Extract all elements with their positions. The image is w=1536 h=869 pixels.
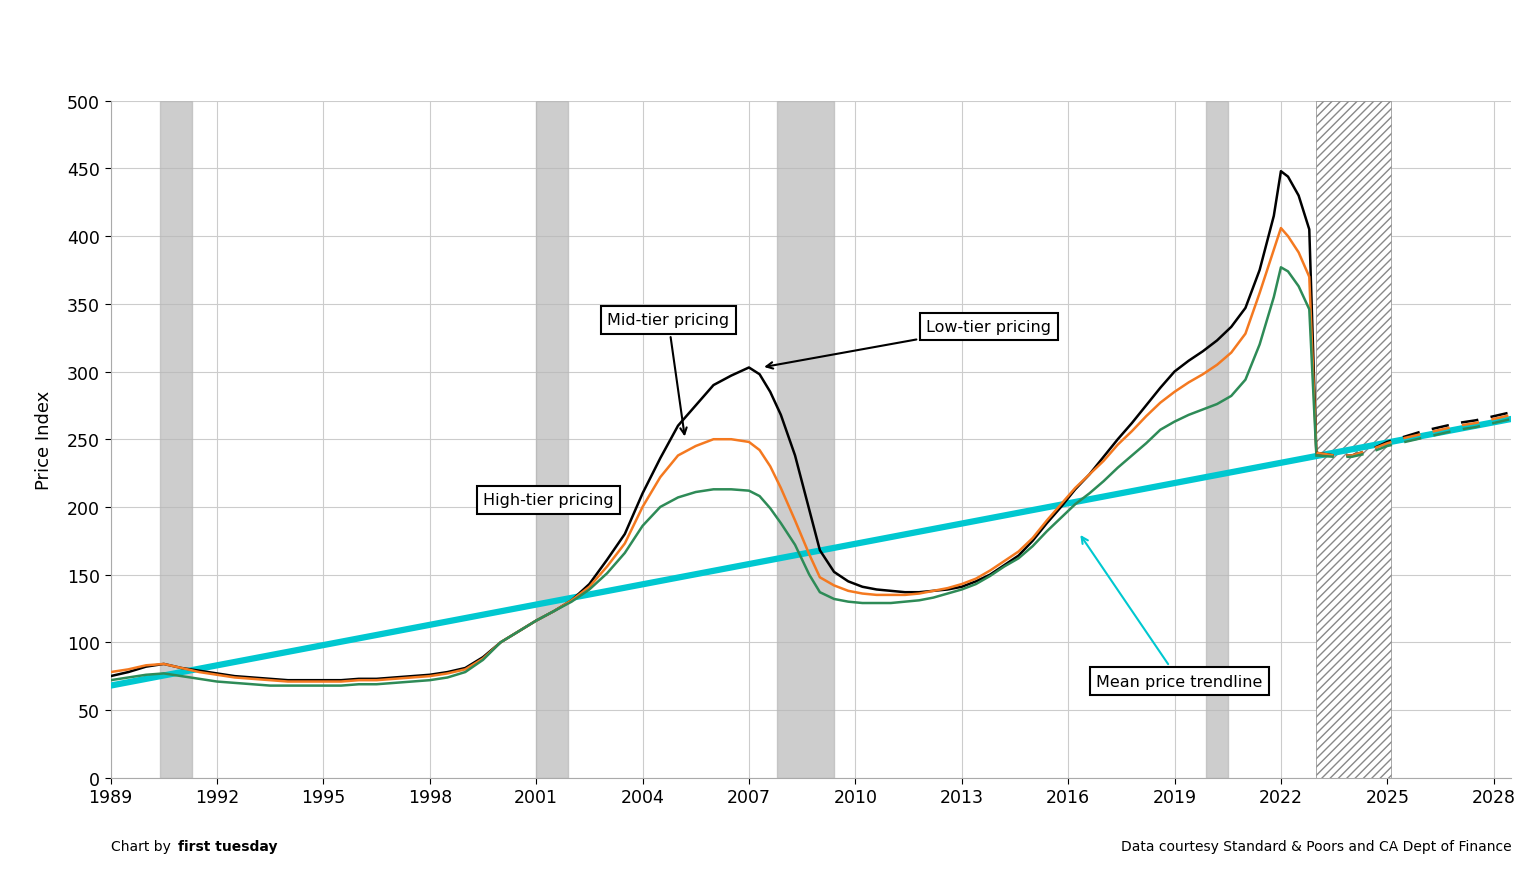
Bar <box>1316 102 1390 778</box>
Bar <box>777 102 834 778</box>
Text: Data courtesy Standard & Poors and CA Dept of Finance: Data courtesy Standard & Poors and CA De… <box>1121 839 1511 853</box>
Text: High-tier pricing: High-tier pricing <box>482 493 613 508</box>
Text: California Mean Price Trendline: Year 2000=100: California Mean Price Trendline: Year 20… <box>393 34 1143 62</box>
Text: Low-tier pricing: Low-tier pricing <box>766 320 1051 369</box>
Bar <box>160 102 192 778</box>
Text: first tuesday: first tuesday <box>178 839 278 853</box>
Text: Chart by: Chart by <box>111 839 175 853</box>
Y-axis label: Price Index: Price Index <box>35 390 54 489</box>
Bar <box>536 102 568 778</box>
Bar <box>1206 102 1227 778</box>
Text: Mean price trendline: Mean price trendline <box>1081 537 1263 689</box>
Text: Mid-tier pricing: Mid-tier pricing <box>607 313 730 434</box>
